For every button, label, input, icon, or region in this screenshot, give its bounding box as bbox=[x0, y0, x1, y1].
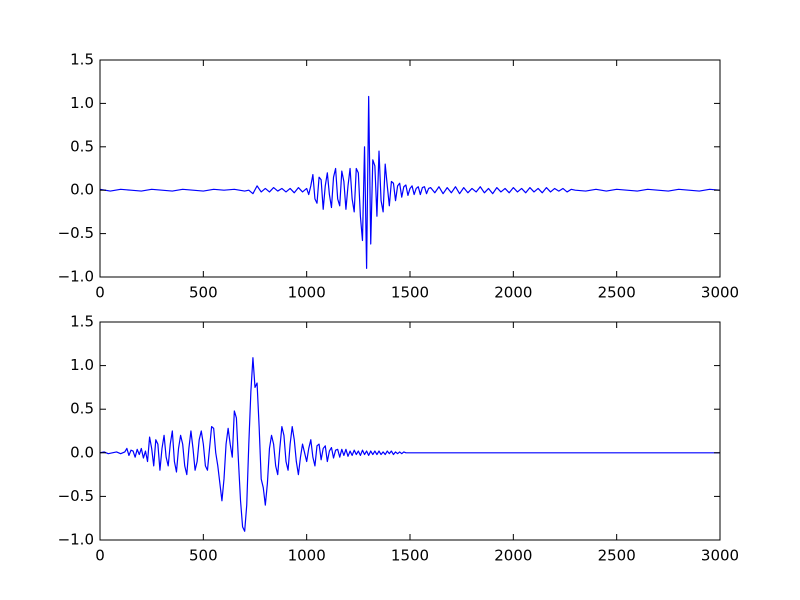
x-tick-label: 1500 bbox=[391, 284, 429, 302]
x-tick-label: 2500 bbox=[598, 284, 636, 302]
x-tick-label: 0 bbox=[95, 547, 105, 565]
x-tick-label: 1000 bbox=[288, 284, 326, 302]
y-tick-label: 0.5 bbox=[70, 137, 94, 155]
y-tick-label: −0.5 bbox=[58, 487, 94, 505]
y-tick-label: 1.0 bbox=[70, 356, 94, 374]
y-tick-label: 0.5 bbox=[70, 400, 94, 418]
y-tick-label: 0.0 bbox=[70, 181, 94, 199]
y-tick-label: −1.0 bbox=[58, 268, 94, 286]
y-tick-label: −1.0 bbox=[58, 531, 94, 549]
x-tick-label: 1500 bbox=[391, 547, 429, 565]
y-tick-label: 1.5 bbox=[70, 51, 94, 69]
y-tick-label: −0.5 bbox=[58, 224, 94, 242]
x-tick-label: 2000 bbox=[494, 284, 532, 302]
data-line bbox=[100, 357, 720, 532]
x-tick-label: 2000 bbox=[494, 547, 532, 565]
y-tick-label: 1.0 bbox=[70, 94, 94, 112]
x-tick-label: 0 bbox=[95, 284, 105, 302]
y-tick-label: 1.5 bbox=[70, 313, 94, 331]
x-tick-label: 500 bbox=[189, 284, 218, 302]
x-tick-label: 2500 bbox=[598, 547, 636, 565]
y-tick-label: 0.0 bbox=[70, 443, 94, 461]
data-line bbox=[100, 95, 720, 269]
x-tick-label: 500 bbox=[189, 547, 218, 565]
x-tick-label: 3000 bbox=[701, 284, 739, 302]
x-tick-label: 1000 bbox=[288, 547, 326, 565]
x-tick-label: 3000 bbox=[701, 547, 739, 565]
